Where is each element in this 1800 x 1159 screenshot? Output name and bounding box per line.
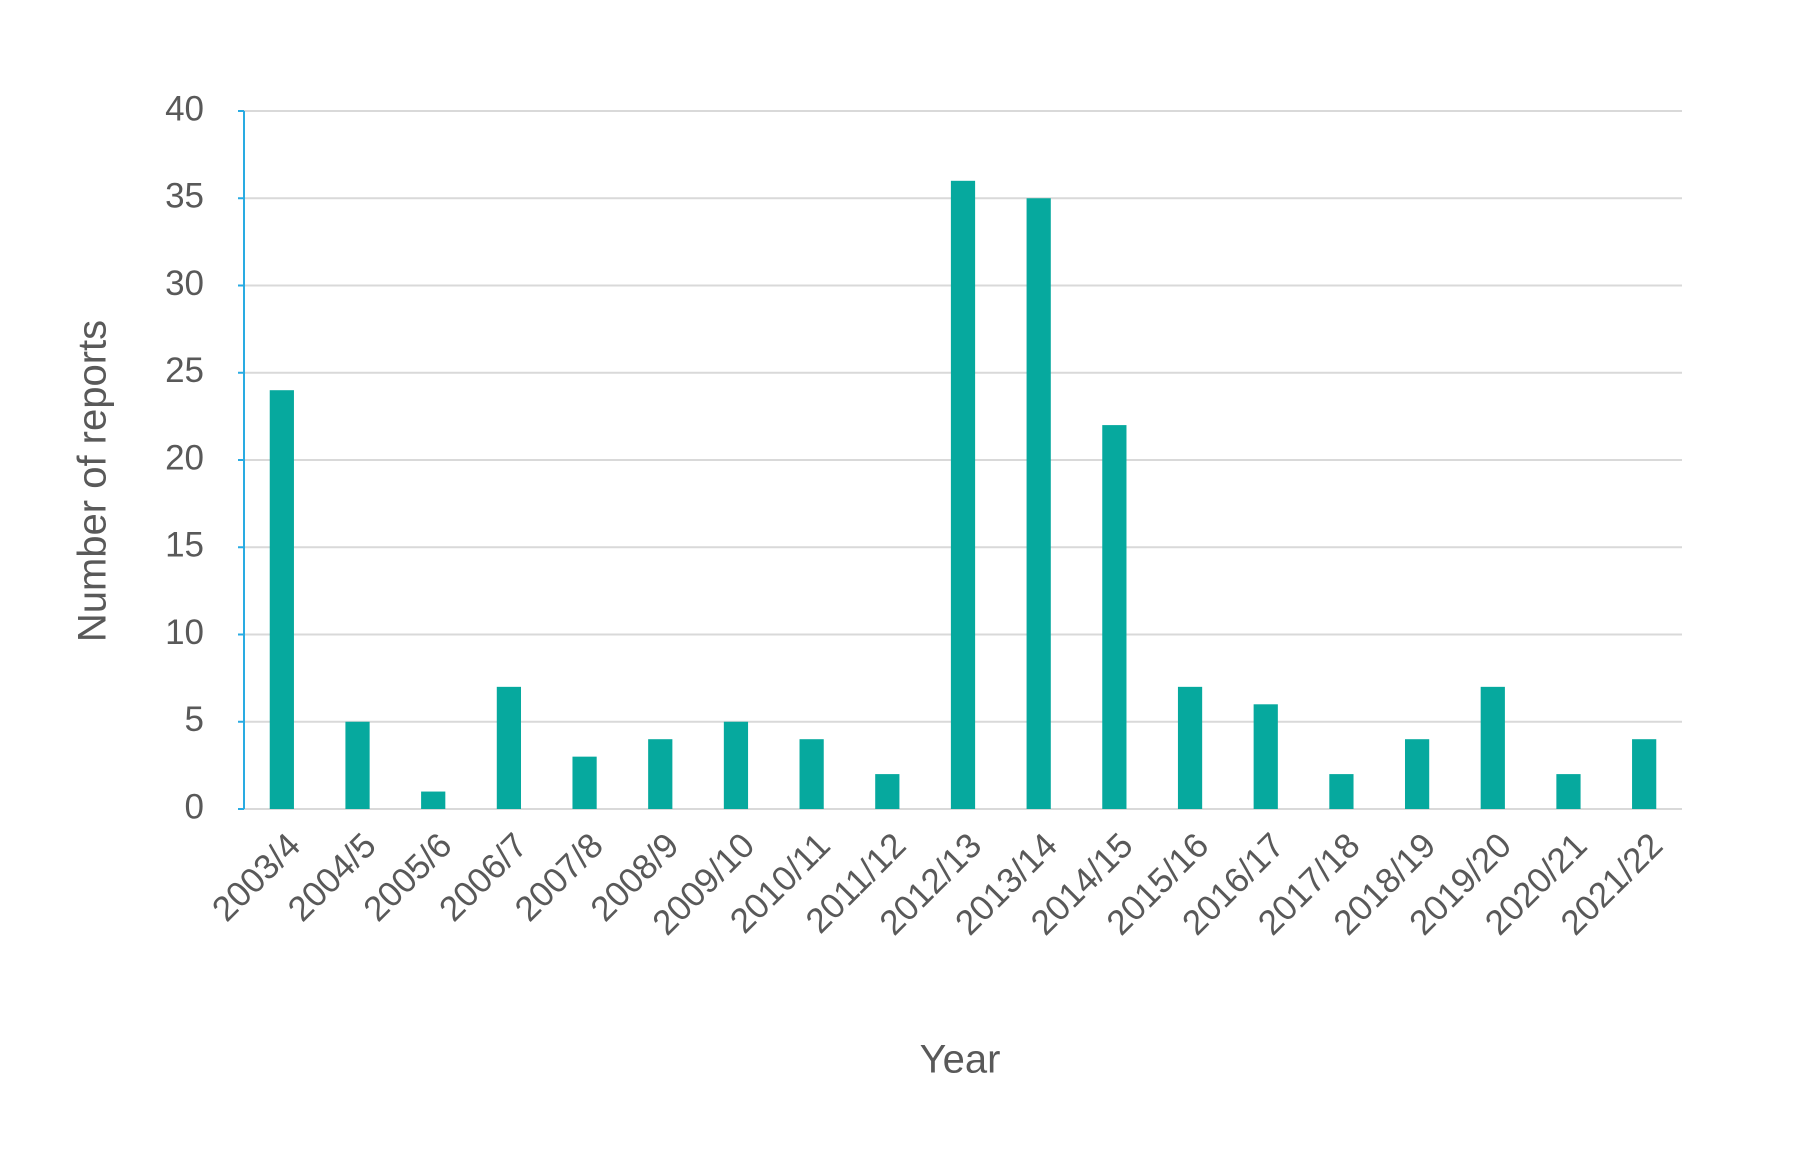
y-tick-label: 40 [165,89,204,128]
bar [1102,425,1127,809]
y-tick-label: 25 [165,351,204,390]
bar [723,721,749,809]
y-tick-label: 20 [165,438,204,477]
bar [1026,198,1051,809]
bar [269,390,294,809]
y-tick-label: 15 [165,526,204,565]
bar [345,721,370,809]
bar [648,739,673,809]
y-axis-label: Number of reports [71,320,115,642]
bar [875,774,900,809]
bar [421,791,446,809]
bar [1556,774,1581,809]
bar [496,686,522,809]
bar [1404,739,1430,809]
y-tick-label: 5 [185,700,204,739]
bar [572,756,597,809]
y-tick-label: 35 [165,177,204,216]
x-axis-label: Year [920,1038,1001,1082]
y-tick-label: 10 [165,613,204,652]
bar [1253,704,1278,809]
bar [950,180,976,810]
bar [1632,739,1657,809]
bar [1329,774,1354,809]
y-tick-label: 30 [165,264,204,303]
bar [799,739,824,809]
bar [1177,686,1203,809]
bar [1480,686,1505,809]
y-tick-label: 0 [185,787,204,826]
